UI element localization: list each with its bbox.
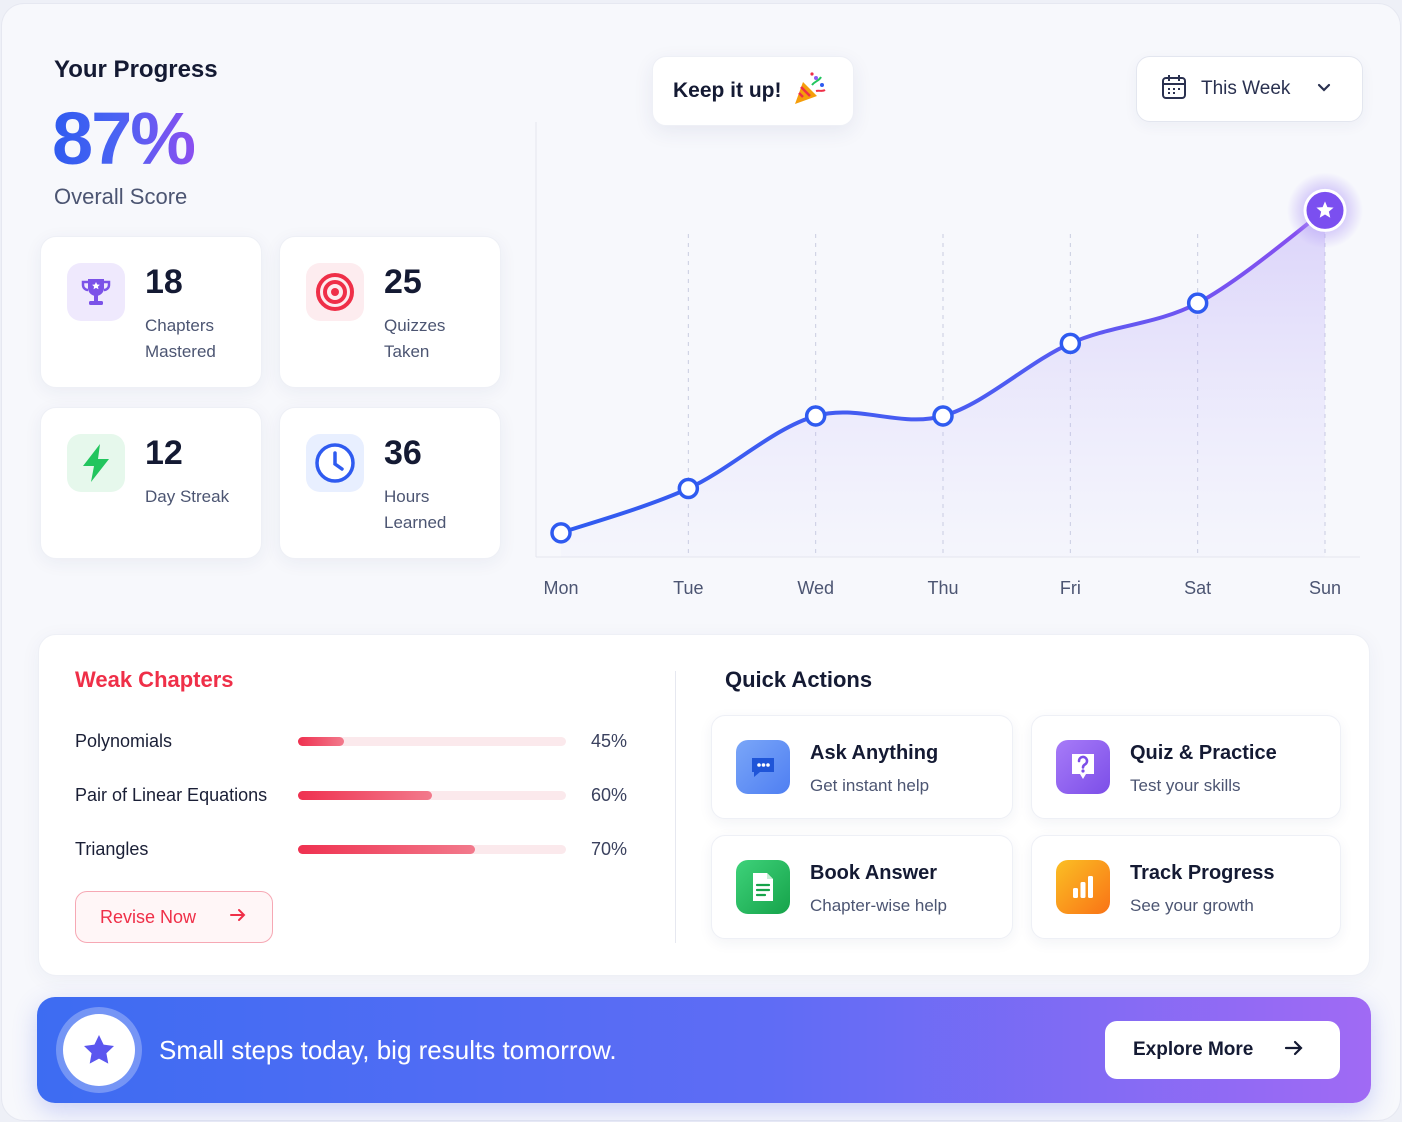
stat-value: 36 [384, 434, 422, 472]
document-icon [736, 860, 790, 914]
chart-x-tick-label: Sun [1309, 578, 1341, 598]
quick-action-quiz-practice[interactable]: Quiz & Practice Test your skills [1031, 715, 1341, 819]
stat-card-streak: 12 Day Streak [40, 407, 262, 559]
weak-chapter-progress-fill [298, 791, 432, 800]
stat-label: Day Streak [145, 487, 230, 506]
quick-action-title: Track Progress [1130, 862, 1275, 884]
dashboard-frame: Your Progress 87% Overall Score 18 Chapt… [2, 4, 1400, 1120]
weak-chapter-progress-track [298, 791, 566, 800]
star-icon [1316, 201, 1334, 218]
weak-chapter-progress-fill [298, 845, 475, 854]
calendar-icon [1161, 74, 1187, 105]
chart-point [677, 477, 700, 500]
quick-action-track-progress[interactable]: Track Progress See your growth [1031, 835, 1341, 939]
weak-chapters-title: Weak Chapters [75, 667, 234, 692]
question-icon [1056, 740, 1110, 794]
quick-action-subtitle: Get instant help [810, 776, 930, 795]
stat-card-quizzes: 25 Quizzes Taken [279, 236, 501, 388]
explore-more-button[interactable]: Explore More [1105, 1021, 1340, 1079]
arrow-right-icon [228, 905, 248, 930]
progress-title: Your Progress [54, 56, 218, 83]
weak-chapter-row: Triangles 70% [75, 837, 635, 861]
quick-action-book-answer[interactable]: Book Answer Chapter-wise help [711, 835, 1013, 939]
motivation-banner: Small steps today, big results tomorrow.… [37, 997, 1371, 1103]
revise-now-label: Revise Now [100, 906, 197, 927]
progress-line-chart: Mon Tue Wed Thu Fri Sat Sun [535, 122, 1363, 598]
stat-card-hours: 36 Hours Learned [279, 407, 501, 559]
chart-x-tick-label: Thu [927, 578, 958, 598]
weak-chapter-progress-fill [298, 737, 344, 746]
chart-point [1186, 292, 1209, 314]
quick-action-subtitle: See your growth [1130, 896, 1254, 915]
target-icon [306, 263, 364, 321]
chart-x-tick-label: Tue [673, 578, 703, 598]
chevron-down-icon [1316, 79, 1332, 100]
chart-x-tick-label: Wed [797, 578, 834, 598]
period-select[interactable]: This Week [1136, 56, 1363, 122]
quick-actions-title: Quick Actions [725, 667, 873, 692]
quick-action-subtitle: Chapter-wise help [810, 896, 948, 915]
weak-chapter-row: Pair of Linear Equations 60% [75, 783, 635, 807]
chart-point [932, 405, 954, 427]
period-select-value: This Week [1201, 78, 1291, 99]
bottom-panel: Weak Chapters Polynomials 45% Pair of Li… [38, 634, 1370, 976]
quick-action-title: Quiz & Practice [1130, 742, 1277, 764]
stat-value: 18 [145, 263, 183, 301]
quick-action-title: Book Answer [810, 862, 938, 884]
lightning-icon [67, 434, 125, 492]
arrow-right-icon [1283, 1037, 1305, 1064]
weak-chapter-row: Polynomials 45% [75, 729, 635, 753]
chart-x-tick-label: Sat [1184, 578, 1211, 598]
weak-chapter-name: Triangles [75, 839, 149, 859]
bar-chart-icon [1056, 860, 1110, 914]
clock-icon [306, 434, 364, 492]
keep-it-up-text: Keep it up! [673, 79, 782, 102]
chart-area-fill [561, 210, 1325, 558]
revise-now-button[interactable]: Revise Now [75, 891, 273, 943]
quick-action-subtitle: Test your skills [1130, 776, 1241, 795]
weak-chapter-name: Polynomials [75, 731, 173, 751]
party-popper-icon [792, 71, 828, 112]
chart-x-tick-label: Fri [1060, 578, 1081, 598]
chart-point [550, 522, 572, 544]
keep-it-up-badge: Keep it up! [652, 56, 854, 126]
stat-label: Hours Learned [384, 487, 447, 532]
overall-score-value: 87% [52, 97, 196, 180]
stat-card-chapters: 18 Chapters Mastered [40, 236, 262, 388]
stat-label: Quizzes Taken [384, 316, 446, 361]
weak-chapter-progress-track [298, 845, 566, 854]
weak-chapter-name: Pair of Linear Equations [75, 785, 268, 805]
quick-action-title: Ask Anything [810, 742, 939, 764]
quick-action-ask-anything[interactable]: Ask Anything Get instant help [711, 715, 1013, 819]
explore-more-label: Explore More [1133, 1039, 1254, 1060]
weak-chapter-percent: 60% [591, 785, 628, 805]
trophy-icon [67, 263, 125, 321]
section-divider [675, 671, 676, 943]
banner-message: Small steps today, big results tomorrow. [159, 1035, 617, 1065]
stat-value: 25 [384, 263, 422, 301]
stat-label: Chapters Mastered [145, 316, 216, 361]
chart-point [1059, 332, 1082, 355]
weak-chapter-percent: 70% [591, 839, 628, 859]
star-icon [63, 1014, 135, 1086]
chart-point [804, 405, 827, 427]
chart-x-tick-label: Mon [543, 578, 578, 598]
chat-icon [736, 740, 790, 794]
weak-chapter-percent: 45% [591, 731, 628, 751]
overall-score-label: Overall Score [54, 184, 188, 209]
weak-chapter-progress-track [298, 737, 566, 746]
stat-value: 12 [145, 434, 183, 472]
